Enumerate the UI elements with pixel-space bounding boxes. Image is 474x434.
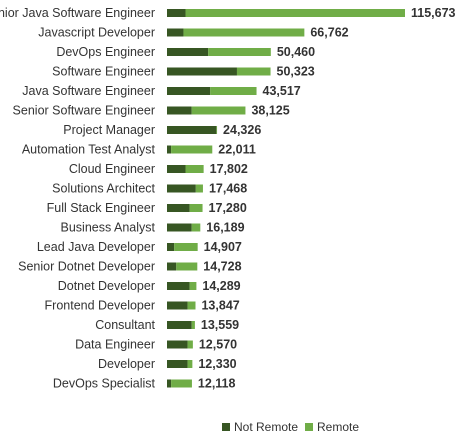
value-label-frontend-developer: 13,847 xyxy=(201,299,239,313)
bar-remote-data-engineer xyxy=(187,340,193,349)
bar-remote-senior-java-software-engineer xyxy=(185,9,405,17)
value-label-javascript-developer: 66,762 xyxy=(310,26,348,40)
bar-not-remote-senior-java-software-engineer xyxy=(167,9,186,17)
bar-not-remote-software-engineer xyxy=(167,67,237,76)
category-label-lead-java-developer: Lead Java Developer xyxy=(37,240,155,254)
value-label-devops-engineer: 50,460 xyxy=(277,45,315,59)
category-label-project-manager: Project Manager xyxy=(63,123,155,137)
category-label-business-analyst: Business Analyst xyxy=(61,221,156,235)
legend-swatch-not-remote xyxy=(222,423,230,431)
category-label-senior-software-engineer: Senior Software Engineer xyxy=(13,104,155,118)
value-label-java-software-engineer: 43,517 xyxy=(263,84,301,98)
value-label-developer: 12,330 xyxy=(198,357,236,371)
bar-not-remote-automation-test-analyst xyxy=(167,145,172,154)
category-label-javascript-developer: Javascript Developer xyxy=(38,26,155,40)
bar-not-remote-developer xyxy=(167,360,188,368)
category-label-senior-dotnet-developer: Senior Dotnet Developer xyxy=(18,260,155,274)
bar-not-remote-lead-java-developer xyxy=(167,243,175,251)
category-label-developer: Developer xyxy=(98,357,155,371)
bar-remote-lead-java-developer xyxy=(174,243,198,251)
bar-remote-cloud-engineer xyxy=(185,165,204,173)
bar-remote-devops-engineer xyxy=(208,48,271,56)
bar-not-remote-devops-engineer xyxy=(167,48,209,56)
category-label-senior-java-software-engineer: Senior Java Software Engineer xyxy=(0,6,155,20)
bar-remote-project-manager xyxy=(216,126,218,134)
bars-layer xyxy=(167,9,405,388)
value-label-solutions-architect: 17,468 xyxy=(209,182,247,196)
bar-not-remote-devops-specialist xyxy=(167,379,172,388)
bar-not-remote-consultant xyxy=(167,321,192,329)
bar-not-remote-cloud-engineer xyxy=(167,165,186,173)
value-label-senior-dotnet-developer: 14,728 xyxy=(203,260,241,274)
legend-label-remote: Remote xyxy=(317,420,359,434)
bar-not-remote-javascript-developer xyxy=(167,28,184,37)
bar-not-remote-business-analyst xyxy=(167,223,192,232)
category-label-full-stack-engineer: Full Stack Engineer xyxy=(47,201,155,215)
value-labels: 115,673 66,762 50,460 50,323 43,517 38,125 24,… xyxy=(198,6,456,391)
bar-not-remote-frontend-developer xyxy=(167,301,188,310)
bar-remote-full-stack-engineer xyxy=(189,204,203,212)
legend-label-not-remote: Not Remote xyxy=(234,420,298,434)
bar-remote-frontend-developer xyxy=(187,301,196,310)
category-label-automation-test-analyst: Automation Test Analyst xyxy=(22,143,156,157)
bar-remote-senior-dotnet-developer xyxy=(176,262,198,271)
bar-remote-dotnet-developer xyxy=(189,282,197,290)
value-label-business-analyst: 16,189 xyxy=(206,221,244,235)
category-label-java-software-engineer: Java Software Engineer xyxy=(22,84,155,98)
legend-swatch-remote xyxy=(305,423,313,431)
bar-remote-senior-software-engineer xyxy=(191,106,246,115)
category-label-frontend-developer: Frontend Developer xyxy=(45,299,155,313)
category-label-software-engineer: Software Engineer xyxy=(52,65,155,79)
value-label-automation-test-analyst: 22,011 xyxy=(218,143,256,157)
value-label-devops-specialist: 12,118 xyxy=(198,377,236,391)
value-label-senior-software-engineer: 38,125 xyxy=(251,104,289,118)
category-label-consultant: Consultant xyxy=(95,318,155,332)
value-label-cloud-engineer: 17,802 xyxy=(210,162,248,176)
value-label-lead-java-developer: 14,907 xyxy=(204,240,242,254)
bar-not-remote-java-software-engineer xyxy=(167,87,211,95)
value-label-software-engineer: 50,323 xyxy=(277,65,315,79)
bar-not-remote-senior-dotnet-developer xyxy=(167,262,177,271)
bar-remote-devops-specialist xyxy=(171,379,192,388)
bar-remote-automation-test-analyst xyxy=(171,145,213,154)
category-label-devops-engineer: DevOps Engineer xyxy=(56,45,155,59)
bar-not-remote-data-engineer xyxy=(167,340,188,349)
category-label-cloud-engineer: Cloud Engineer xyxy=(69,162,155,176)
value-label-full-stack-engineer: 17,280 xyxy=(209,201,247,215)
bar-remote-javascript-developer xyxy=(183,28,305,37)
bar-not-remote-full-stack-engineer xyxy=(167,204,190,212)
category-label-data-engineer: Data Engineer xyxy=(75,338,155,352)
bar-remote-business-analyst xyxy=(191,223,201,232)
bar-remote-java-software-engineer xyxy=(210,87,257,95)
bar-not-remote-dotnet-developer xyxy=(167,282,190,290)
bar-not-remote-senior-software-engineer xyxy=(167,106,192,115)
category-labels: Senior Java Software Engineer Javascript … xyxy=(0,6,156,391)
value-label-consultant: 13,559 xyxy=(201,318,239,332)
value-label-project-manager: 24,326 xyxy=(223,123,261,137)
bar-not-remote-solutions-architect xyxy=(167,184,196,193)
value-label-senior-java-software-engineer: 115,673 xyxy=(411,6,456,20)
bar-remote-developer xyxy=(187,360,193,368)
category-label-devops-specialist: DevOps Specialist xyxy=(53,377,156,391)
value-label-dotnet-developer: 14,289 xyxy=(202,279,240,293)
bar-remote-software-engineer xyxy=(236,67,271,76)
bar-remote-consultant xyxy=(191,321,195,329)
bar-not-remote-project-manager xyxy=(167,126,217,134)
category-label-dotnet-developer: Dotnet Developer xyxy=(58,279,155,293)
legend: Not Remote Remote xyxy=(222,420,359,434)
value-label-data-engineer: 12,570 xyxy=(199,338,237,352)
category-label-solutions-architect: Solutions Architect xyxy=(52,182,155,196)
bar-remote-solutions-architect xyxy=(195,184,203,193)
